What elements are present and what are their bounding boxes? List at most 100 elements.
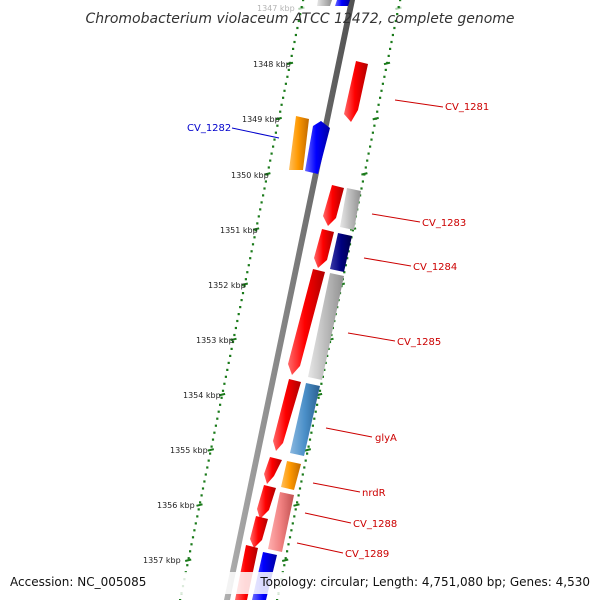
gene-cv1282-orange[interactable]: [289, 116, 309, 170]
ruler-dot: [219, 403, 222, 406]
ruler-label: 1353 kbp: [196, 336, 234, 345]
ruler-dot: [299, 13, 302, 16]
gene-cv1281-arrow[interactable]: [344, 61, 368, 122]
ruler-dot: [229, 354, 232, 357]
gene-cv1289-arrow[interactable]: [250, 516, 268, 548]
gene-label-glya[interactable]: glyA: [375, 433, 397, 444]
ruler-label: 1347 kbp: [257, 4, 295, 13]
ruler-dot: [297, 494, 300, 497]
ruler-label: 1357 kbp: [143, 556, 181, 565]
ruler-dot: [393, 26, 396, 30]
ruler-label: 1354 kbp: [183, 391, 221, 400]
ruler-dot: [231, 340, 235, 344]
ruler-dot: [379, 96, 382, 99]
ruler-dot: [284, 557, 287, 560]
ruler-dot: [203, 480, 206, 483]
ruler-dot: [226, 368, 229, 371]
gene-label-cv1283[interactable]: CV_1283: [422, 218, 466, 229]
gene-label-cv1282[interactable]: CV_1282: [187, 123, 231, 134]
ruler-dot: [237, 313, 240, 316]
ruler-dot: [286, 75, 289, 78]
gene-cv1288-arrow[interactable]: [257, 485, 276, 519]
gene-label-cv1285[interactable]: CV_1285: [397, 337, 441, 348]
ruler-dot: [200, 494, 203, 497]
ruler-dot: [296, 501, 299, 504]
ruler-dot: [264, 180, 267, 183]
ruler-label: 1349 kbp: [242, 115, 280, 124]
ruler-dot: [293, 40, 296, 44]
ruler-dot: [367, 152, 370, 155]
ruler-dot: [236, 319, 239, 323]
ruler-dot: [257, 215, 260, 218]
gene-nrdr-arrow[interactable]: [264, 457, 282, 484]
ruler-dot: [361, 180, 364, 183]
ruler-dot: [241, 292, 245, 295]
ruler-dot: [300, 6, 303, 9]
ruler-dot: [256, 222, 259, 225]
gene-cv1285-grey[interactable]: [308, 273, 344, 380]
ruler-dot: [224, 375, 227, 378]
ruler-dot: [303, 466, 306, 469]
ruler-dot: [196, 515, 199, 518]
ruler-tick: [395, 6, 402, 10]
ruler-dot: [243, 285, 246, 288]
topology-text: Topology: circular; Length: 4,751,080 bp…: [259, 575, 590, 589]
gene-cv1283-arrow[interactable]: [323, 185, 344, 226]
ruler-dot: [399, 0, 402, 2]
ruler-dot: [284, 82, 287, 85]
ruler-label: 1350 kbp: [231, 171, 269, 180]
gene-cv1285-arrow[interactable]: [288, 269, 325, 375]
ruler-dot: [221, 389, 225, 392]
ruler-dot: [220, 396, 223, 399]
gene-label-cv1281[interactable]: CV_1281: [445, 102, 489, 113]
ruler-dot: [296, 26, 299, 30]
ruler-dot: [189, 550, 192, 553]
ruler-dot: [317, 396, 320, 399]
ruler-label: 1356 kbp: [157, 501, 195, 510]
ruler-dot: [294, 33, 297, 37]
ruler-dot: [347, 250, 350, 253]
ruler-dot: [230, 347, 233, 350]
gene-top-blue: [335, 0, 350, 6]
ruler-dot: [380, 89, 383, 92]
ruler-dot: [282, 96, 285, 99]
ruler-tick: [207, 448, 215, 452]
ruler-dot: [287, 543, 290, 546]
ruler-tick: [241, 282, 249, 286]
gene-cv1288-pink[interactable]: [268, 492, 294, 552]
ruler-dot: [396, 13, 399, 16]
gene-nrdr-orange[interactable]: [281, 461, 301, 490]
ruler-dot: [277, 117, 280, 120]
ruler-dot: [272, 145, 275, 148]
ruler-dot: [316, 403, 319, 406]
ruler-dot: [246, 271, 249, 274]
gene-label-cv1288[interactable]: CV_1288: [353, 519, 397, 530]
ruler-label: 1352 kbp: [208, 281, 246, 290]
gene-glya-steel[interactable]: [290, 383, 320, 456]
ruler-dot: [377, 103, 380, 106]
ruler-dot: [376, 110, 379, 113]
ruler-dot: [306, 452, 309, 455]
ruler-dot: [190, 543, 193, 546]
gene-cv1283-grey[interactable]: [340, 188, 361, 230]
gene-label-nrdr[interactable]: nrdR: [362, 488, 386, 499]
ruler-dot: [269, 159, 272, 162]
gene-glya-arrow[interactable]: [273, 379, 301, 451]
ruler-dot: [302, 0, 305, 2]
ruler-dot: [326, 354, 329, 357]
ruler-dot: [270, 152, 273, 155]
ruler-dot: [240, 299, 243, 302]
gene-label-cv1284[interactable]: CV_1284: [413, 262, 457, 273]
ruler-dot: [301, 473, 304, 476]
gene-cv1284-navy[interactable]: [330, 233, 352, 272]
ruler-tick: [281, 558, 289, 562]
accession-text: Accession: NC_005085: [10, 575, 146, 589]
ruler-dot: [283, 89, 286, 92]
ruler-dot: [254, 229, 257, 232]
ruler-dot: [247, 264, 250, 267]
gene-cv1284-arrow[interactable]: [314, 229, 334, 268]
gene-label-cv1289[interactable]: CV_1289: [345, 549, 389, 560]
gene-cv1282-arrow[interactable]: [305, 121, 330, 174]
ruler-dot: [279, 110, 282, 113]
ruler-dot: [193, 529, 196, 532]
